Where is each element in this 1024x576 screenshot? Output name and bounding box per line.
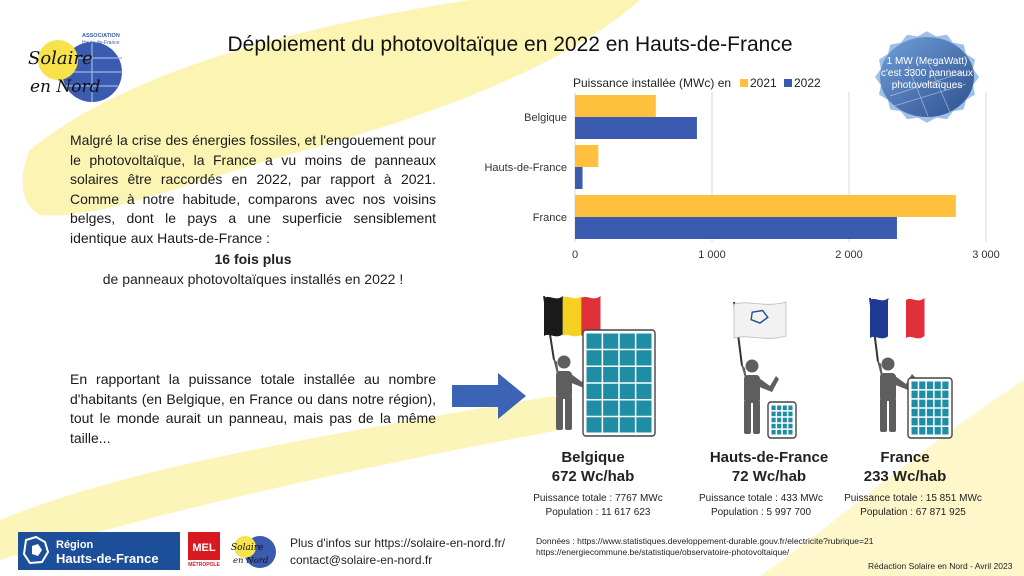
population: Population : 67 871 925 [860, 507, 966, 518]
svg-text:Hauts-de-France: Hauts-de-France [56, 551, 159, 566]
bar-2021 [575, 145, 599, 167]
belgium-flag-icon [544, 296, 601, 337]
solar-panel-icon [767, 401, 797, 439]
stats-france: Puissance totale : 15 851 MWc Population… [838, 492, 988, 520]
svg-text:MÉTROPOLE: MÉTROPOLE [188, 560, 220, 568]
svg-text:en Nord: en Nord [233, 556, 269, 566]
legend-swatch [740, 79, 748, 87]
bar-2022 [575, 217, 897, 239]
country-value: 72 Wc/hab [731, 468, 807, 485]
tick-label: 3 000 [972, 249, 1000, 261]
country-value: 672 Wc/hab [551, 468, 635, 485]
population: Population : 5 997 700 [710, 507, 812, 518]
tick-label: 2 000 [835, 249, 863, 261]
mel-logo: MEL MÉTROPOLE [188, 532, 220, 568]
credit: Rédaction Solaire en Nord - Avril 2023 [868, 561, 1013, 571]
legend-label: 2022 [794, 76, 821, 90]
total-power: Puissance totale : 7767 MWc [533, 493, 663, 504]
population: Population : 11 617 623 [545, 507, 651, 518]
highlight-bold: 16 fois plus [214, 251, 292, 267]
chart-tick-labels: 0 1 000 2 000 3 000 [572, 249, 1000, 261]
region-hauts-de-france-logo: Région Hauts-de-France [18, 532, 180, 570]
info-contact[interactable]: contact@solaire-en-nord.fr [290, 553, 433, 567]
svg-text:Région: Région [56, 539, 94, 551]
tick-label: 1 000 [698, 249, 726, 261]
badge-seal [875, 31, 979, 123]
installed-power-chart: Belgique Hauts-de-France France 0 1 000 2 00… [484, 76, 1000, 261]
country-value: 233 Wc/hab [863, 468, 947, 485]
svg-text:Solaire: Solaire [28, 48, 93, 69]
total-power: Puissance totale : 15 851 MWc [844, 493, 982, 504]
svg-text:Solaire: Solaire [231, 543, 263, 553]
page-title: Déploiement du photovoltaïque en 2022 en… [227, 33, 793, 56]
hauts-de-france-flag-icon [733, 301, 787, 339]
legend-label: 2021 [750, 76, 777, 90]
chart-bars [575, 95, 956, 239]
country-belgium: Belgique 672 Wc/hab [518, 449, 668, 485]
highlight-rest: de panneaux photovoltaïques installés en… [102, 271, 404, 287]
info-website[interactable]: Plus d'infos sur https://solaire-en-nord… [290, 536, 506, 550]
badge-text: 1 MW (MegaWatt) c'est 3300 panneaux phot… [868, 56, 986, 92]
svg-text:Hauts-de-France: Hauts-de-France [82, 40, 120, 46]
source-line-2[interactable]: https://energiecommune.be/statistique/ob… [536, 547, 790, 557]
bar-2022 [575, 167, 583, 189]
chart-title: Puissance installée (MWc) en [573, 76, 731, 90]
svg-text:en Nord: en Nord [30, 77, 101, 97]
category-label: Hauts-de-France [484, 162, 567, 174]
legend-swatch [784, 79, 792, 87]
solar-panel-icon [907, 377, 953, 439]
solaire-en-nord-logo: Solaire en Nord ASSOCIATION Hauts-de-Fra… [28, 33, 122, 102]
tick-label: 0 [572, 249, 578, 261]
chart-category-labels: Belgique Hauts-de-France France [484, 112, 567, 224]
bar-2021 [575, 95, 656, 117]
arrow-right-icon [452, 373, 526, 419]
data-sources: Données : https://www.statistiques.devel… [536, 536, 873, 558]
total-power: Puissance totale : 433 MWc [699, 493, 823, 504]
person-icon [877, 357, 915, 432]
stats-belgium: Puissance totale : 7767 MWc Population :… [523, 492, 673, 520]
bar-2021 [575, 195, 956, 217]
country-hauts-de-france: Hauts-de-France 72 Wc/hab [694, 449, 844, 485]
country-name: France [880, 449, 930, 466]
country-name: Hauts-de-France [709, 449, 829, 466]
stats-hauts-de-france: Puissance totale : 433 MWc Population : … [686, 492, 836, 520]
person-icon [741, 359, 779, 434]
solar-panel-icon [582, 329, 656, 437]
intro-paragraph: Malgré la crise des énergies fossiles, e… [70, 132, 436, 246]
bar-2022 [575, 117, 697, 139]
chart-header: Puissance installée (MWc) en 2021 2022 [573, 76, 821, 90]
badge-line-1: 1 MW (MegaWatt) [886, 56, 968, 67]
badge-line-3: photovoltaïques [891, 80, 963, 91]
category-label: Belgique [524, 112, 567, 124]
source-line-1[interactable]: Données : https://www.statistiques.devel… [536, 536, 874, 546]
france-flag-icon [870, 298, 925, 339]
hauts-de-france-figure [733, 301, 797, 439]
country-france: France 233 Wc/hab [830, 449, 980, 485]
per-capita-paragraph: En rapportant la puissance totale instal… [70, 371, 436, 446]
solaire-en-nord-small-logo: Solaire en Nord [231, 536, 276, 568]
svg-text:ASSOCIATION: ASSOCIATION [82, 33, 120, 39]
country-name: Belgique [561, 449, 625, 466]
category-label: France [533, 212, 567, 224]
svg-text:MEL: MEL [192, 542, 216, 554]
badge-line-2: c'est 3300 panneaux [881, 68, 973, 79]
france-figure [869, 297, 953, 439]
belgium-figure [543, 295, 656, 437]
